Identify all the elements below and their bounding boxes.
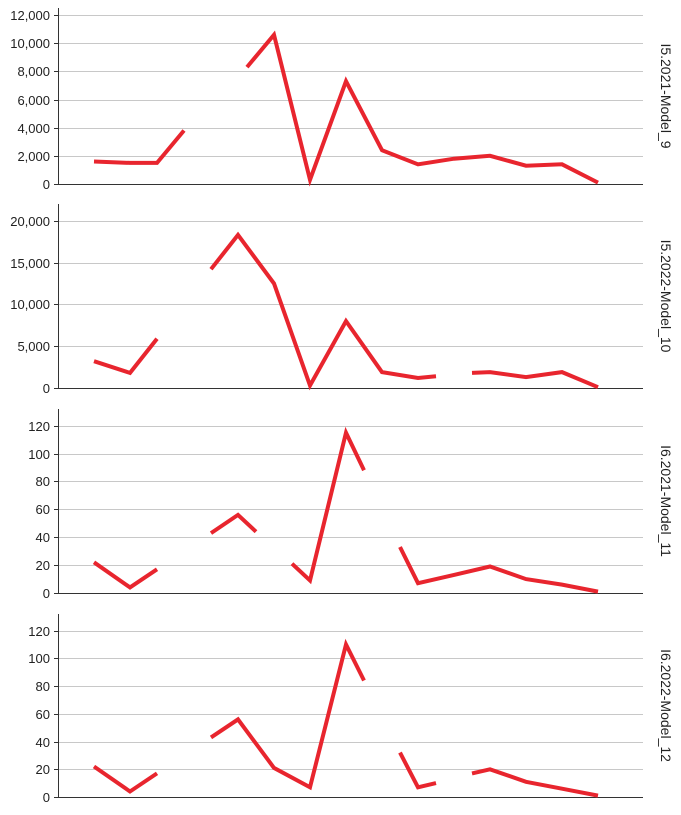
y-tick-label: 80	[36, 474, 50, 489]
panel-title: I6.2022-Model_12	[658, 649, 674, 762]
y-tick-label: 100	[28, 447, 50, 462]
y-tick-label: 0	[43, 381, 50, 396]
series-line-segment	[245, 30, 599, 187]
chart-panel-3: 0 20 40 60 80 100 120 I6.2021-Model_11	[28, 409, 674, 601]
y-tick-label: 5,000	[17, 339, 50, 354]
y-tick-label: 12,000	[10, 8, 50, 23]
y-tick-label: 60	[36, 502, 50, 517]
chart-panel-4: 0 20 40 60 80 100 120 I6.2022-Model_12	[28, 614, 674, 805]
series-line-segment	[471, 767, 599, 798]
series-line-segment	[209, 512, 258, 535]
panel-title: I6.2021-Model_11	[658, 445, 674, 557]
panel-title: I5.2021-Model_9	[658, 43, 674, 148]
series-line-segment	[290, 426, 366, 585]
y-tick-label: 20,000	[10, 214, 50, 229]
y-tick-label: 6,000	[17, 93, 50, 108]
y-tick-label: 120	[28, 624, 50, 639]
y-tick-label: 10,000	[10, 297, 50, 312]
series-line-segment	[209, 638, 366, 791]
y-tick-label: 0	[43, 177, 50, 192]
y-tick-label: 0	[43, 586, 50, 601]
series-line-segment	[92, 764, 159, 794]
chart-panel-1: 0 2,000 4,000 6,000 8,000 10,000 12,000 I5.2021…	[10, 8, 674, 192]
y-tick-label: 0	[43, 790, 50, 805]
y-tick-label: 15,000	[10, 256, 50, 271]
panel-title: I5.2022-Model_10	[658, 240, 674, 353]
y-tick-label: 40	[36, 530, 50, 545]
y-tick-label: 80	[36, 679, 50, 694]
series-line-segment	[398, 751, 437, 790]
y-tick-label: 120	[28, 419, 50, 434]
y-tick-label: 100	[28, 651, 50, 666]
series-line-segment	[398, 546, 599, 594]
y-tick-label: 20	[36, 558, 50, 573]
y-tick-label: 40	[36, 735, 50, 750]
chart-panel-2: 0 5,000 10,000 15,000 20,000 I5.2022-Model_10	[10, 204, 674, 396]
y-tick-label: 10,000	[10, 36, 50, 51]
series-line-segment	[209, 231, 437, 391]
series-line-segment	[471, 370, 599, 390]
y-tick-label: 2,000	[17, 149, 50, 164]
y-tick-label: 4,000	[17, 121, 50, 136]
y-tick-label: 8,000	[17, 64, 50, 79]
series-line-segment	[92, 560, 159, 590]
y-tick-label: 20	[36, 762, 50, 777]
series-line-segment	[93, 337, 159, 376]
series-line-segment	[93, 129, 186, 165]
y-tick-label: 60	[36, 707, 50, 722]
